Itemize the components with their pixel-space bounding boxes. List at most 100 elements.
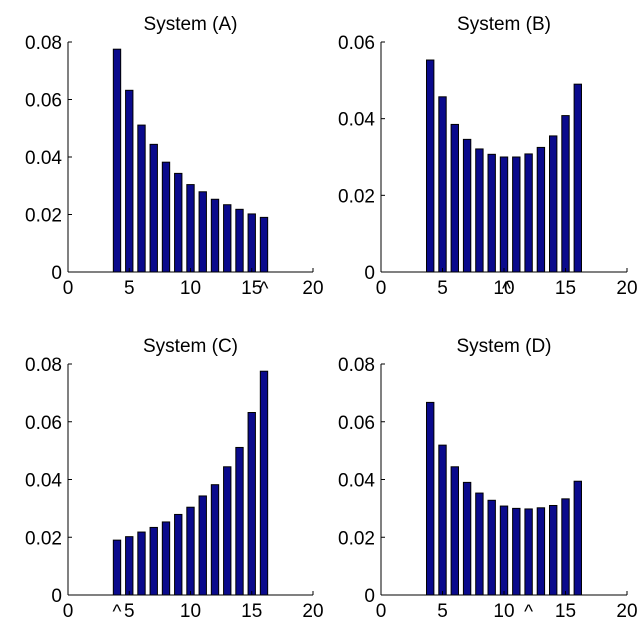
bar	[512, 507, 521, 596]
y-tick-label: 0.02	[338, 186, 375, 207]
y-tick-label: 0.02	[25, 206, 62, 227]
subplot-3: System (C) 0 5 10 15 20 0 0.02 0.04 0.06 0.08 ^	[25, 336, 324, 623]
bar	[573, 83, 582, 273]
y-tick-label: 0.08	[25, 33, 62, 54]
bar	[561, 498, 570, 596]
y-tick-label: 0.06	[25, 91, 62, 112]
bar	[198, 191, 207, 273]
caret-marker: ^	[113, 602, 122, 623]
caret-marker: ^	[524, 602, 533, 623]
x-tick-label: 5	[437, 278, 448, 299]
caret-marker: ^	[260, 279, 269, 300]
bar	[462, 138, 472, 273]
y-tick-label: 0.02	[338, 528, 375, 549]
bar	[223, 204, 232, 273]
subplot-title: System (D)	[457, 336, 552, 357]
bar	[161, 521, 171, 596]
y-tick-label: 0.06	[338, 413, 375, 434]
x-tick-label: 20	[302, 278, 323, 299]
subplot-title: System (B)	[457, 14, 551, 35]
bar	[210, 198, 220, 273]
bar	[561, 115, 570, 273]
x-tick-label: 5	[124, 278, 135, 299]
y-tick-label: 0.08	[25, 355, 62, 376]
y-tick-label: 0.02	[25, 528, 62, 549]
bar	[524, 508, 533, 596]
bar	[426, 59, 435, 273]
bar	[450, 123, 459, 273]
bar	[450, 466, 459, 596]
bar	[149, 143, 158, 273]
subplot-4: System (D) 0 5 10 15 20 0 0.02 0.04 0.06 0.08 ^	[338, 336, 638, 623]
bar	[438, 444, 447, 596]
x-tick-label: 10	[180, 601, 201, 622]
y-tick-label: 0.04	[25, 148, 62, 169]
bar	[536, 146, 546, 273]
subplot-2: System (B) 0 5 10 15 20 0 0.02 0.04 0.06 ^	[338, 14, 638, 300]
x-tick-label: 0	[63, 601, 74, 622]
bar	[186, 184, 195, 273]
x-tick-label: 0	[376, 278, 387, 299]
bar	[235, 208, 244, 273]
bar	[426, 401, 435, 596]
y-tick-label: 0.08	[338, 355, 375, 376]
bar	[112, 48, 122, 273]
x-tick-label: 15	[241, 601, 262, 622]
y-tick-label: 0.06	[25, 413, 62, 434]
bar	[174, 513, 183, 596]
bar	[524, 153, 533, 273]
y-tick-label: 0.04	[338, 471, 375, 492]
bar	[149, 526, 158, 596]
x-tick-label: 0	[63, 278, 74, 299]
x-tick-label: 0	[376, 601, 387, 622]
bar	[259, 370, 269, 596]
subplot-title: System (A)	[144, 14, 238, 35]
x-tick-label: 5	[124, 601, 135, 622]
bar	[210, 484, 220, 596]
bar	[438, 96, 447, 273]
x-tick-label: 15	[555, 601, 576, 622]
bar	[137, 531, 146, 596]
y-tick-label: 0	[51, 263, 62, 284]
bar	[137, 124, 146, 273]
bar	[247, 412, 256, 596]
bar	[112, 539, 122, 596]
bar	[125, 536, 134, 596]
bar	[487, 499, 496, 596]
bar	[487, 153, 496, 273]
subplot-1: System (A) 0 5 10 15 20 0 0.02 0.04 0.06 0.08 ^	[25, 14, 324, 300]
x-tick-label: 5	[437, 601, 448, 622]
bar	[125, 89, 134, 273]
y-tick-label: 0.06	[338, 33, 375, 54]
y-tick-label: 0	[364, 586, 375, 607]
x-tick-label: 10	[180, 278, 201, 299]
bar	[475, 492, 484, 596]
x-tick-label: 15	[241, 278, 262, 299]
bar	[549, 504, 558, 596]
y-tick-label: 0	[51, 586, 62, 607]
subplot-title: System (C)	[143, 336, 238, 357]
y-tick-label: 0	[364, 263, 375, 284]
x-tick-label: 20	[302, 601, 323, 622]
caret-marker: ^	[502, 279, 511, 300]
bar	[235, 446, 244, 596]
bar	[549, 135, 558, 273]
y-tick-label: 0.04	[25, 471, 62, 492]
y-tick-label: 0.04	[338, 110, 375, 131]
x-tick-label: 15	[555, 278, 576, 299]
x-tick-label: 20	[616, 278, 637, 299]
bar	[223, 466, 232, 596]
bar	[536, 507, 546, 596]
bar	[462, 481, 472, 596]
bar	[259, 216, 269, 273]
bar	[499, 156, 509, 273]
bar	[499, 505, 509, 596]
x-tick-label: 10	[493, 601, 514, 622]
bar	[174, 172, 183, 273]
bar	[161, 161, 171, 273]
x-tick-label: 20	[616, 601, 637, 622]
bar	[573, 480, 582, 596]
bar	[475, 148, 484, 273]
bar	[186, 506, 195, 596]
